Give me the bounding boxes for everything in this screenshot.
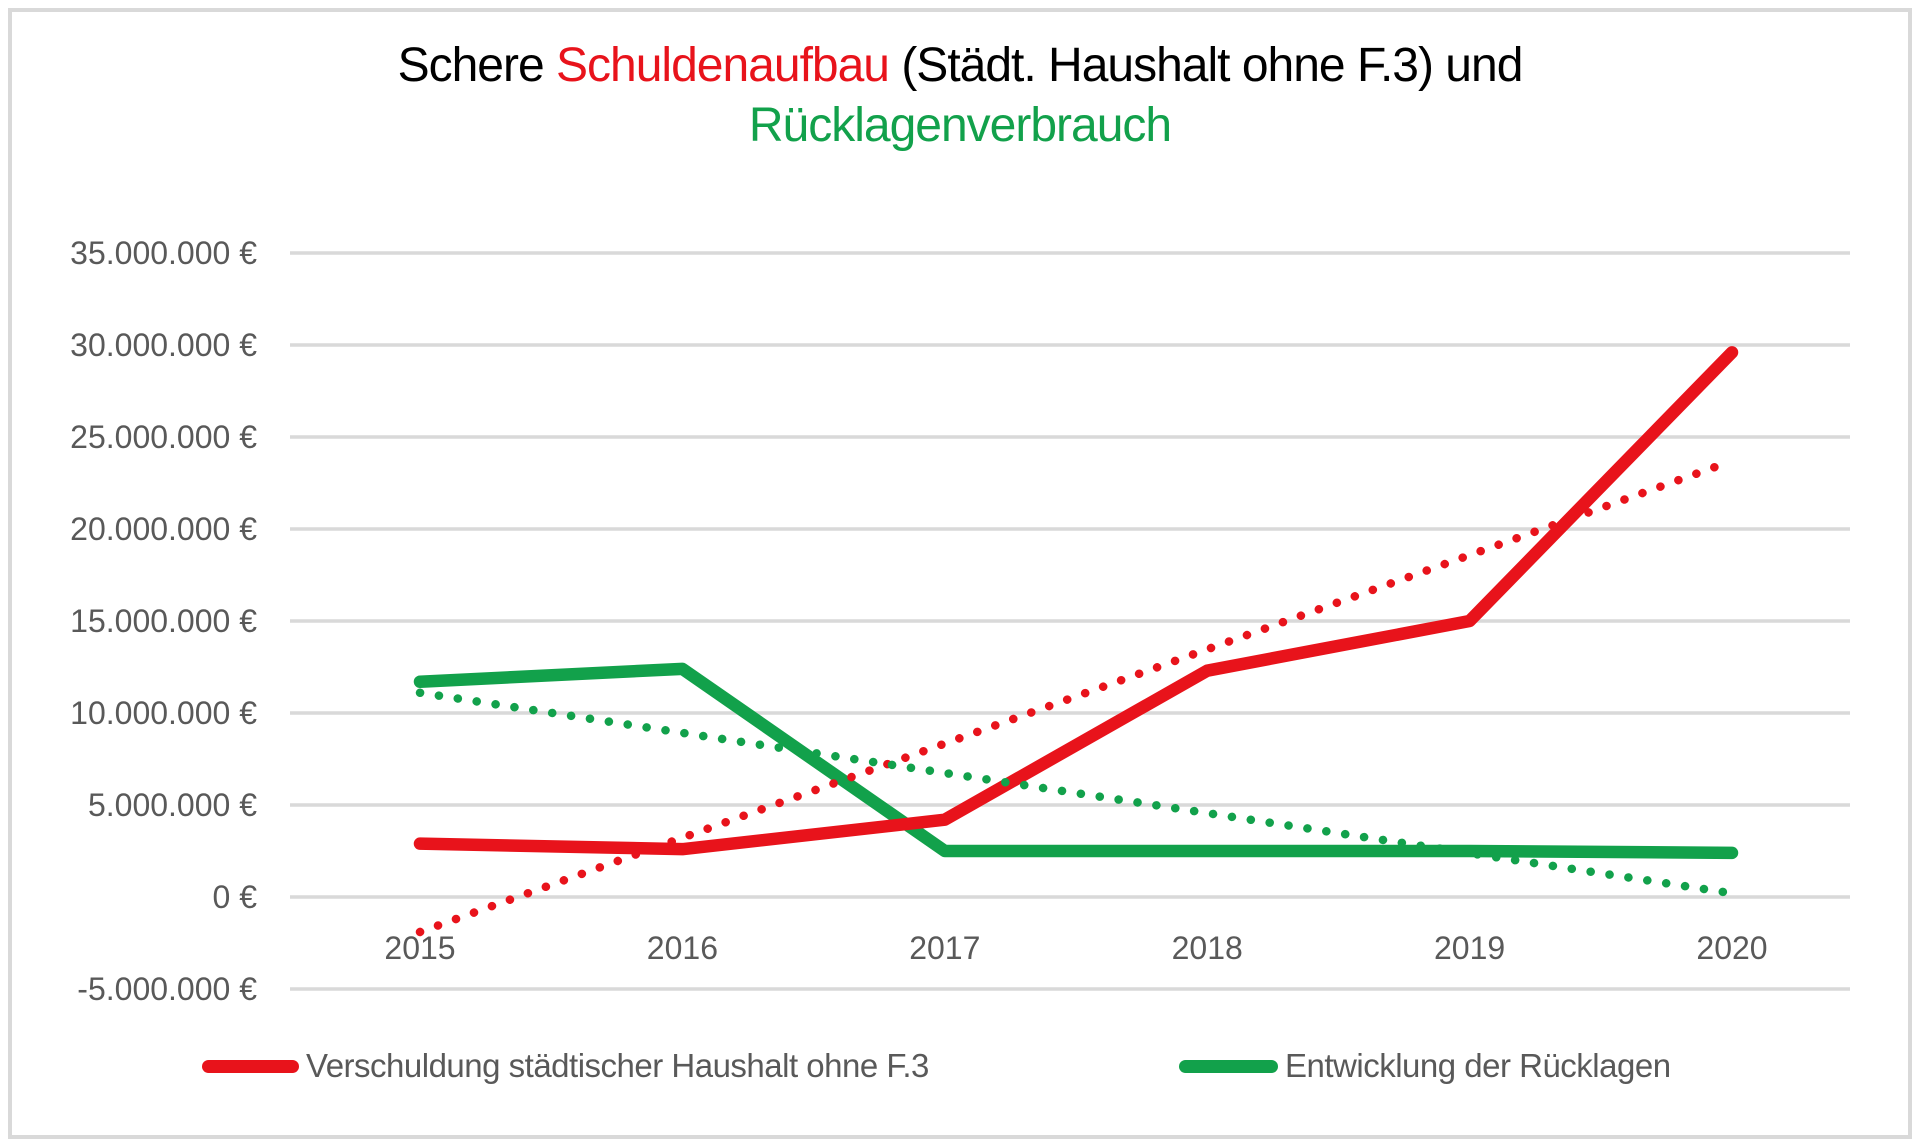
y-axis-tick-label: 5.000.000 € (88, 787, 257, 823)
trendline-green (415, 688, 1737, 898)
y-axis-tick-label: 20.000.000 € (70, 511, 257, 547)
x-axis-tick-label: 2017 (909, 930, 980, 966)
chart-title: Schere Schuldenaufbau (Städt. Haushalt o… (0, 36, 1920, 216)
legend-swatch-red-line (202, 1059, 299, 1073)
legend-item-verschuldung: Verschuldung städtischer Haushalt ohne F… (202, 1044, 929, 1088)
legend-label: Entwicklung der Rücklagen (1285, 1047, 1671, 1084)
y-axis-tick-label: 15.000.000 € (70, 603, 257, 639)
x-axis-tick-label: 2019 (1434, 930, 1505, 966)
series-line-green (413, 662, 1739, 860)
y-axis-tick-label: 25.000.000 € (70, 419, 257, 455)
y-axis-tick-label: -5.000.000 € (77, 971, 257, 1007)
legend-label: Verschuldung städtischer Haushalt ohne F… (306, 1047, 929, 1084)
x-axis-tick-label: 2020 (1696, 930, 1767, 966)
y-axis-tick-label: 0 € (213, 879, 258, 915)
x-axis-tick-label: 2018 (1172, 930, 1243, 966)
legend-item-ruecklagen: Entwicklung der Rücklagen (1179, 1044, 1671, 1088)
x-axis-tick-label: 2016 (647, 930, 718, 966)
series-line-red (413, 346, 1739, 856)
chart-title-part-green: Rücklagenverbrauch (748, 99, 1172, 152)
chart-title-part-red: Schuldenaufbau (556, 39, 890, 92)
trendline-red (415, 456, 1737, 937)
y-axis-tick-label: 35.000.000 € (70, 235, 257, 271)
chart-title-part-black1: Schere (397, 39, 557, 92)
chart-title-part-black2: (Städt. Haushalt ohne F.3) und (888, 39, 1523, 92)
y-axis-tick-label: 30.000.000 € (70, 327, 257, 363)
legend-swatch-green-line (1179, 1059, 1278, 1073)
y-axis-tick-label: 10.000.000 € (70, 695, 257, 731)
